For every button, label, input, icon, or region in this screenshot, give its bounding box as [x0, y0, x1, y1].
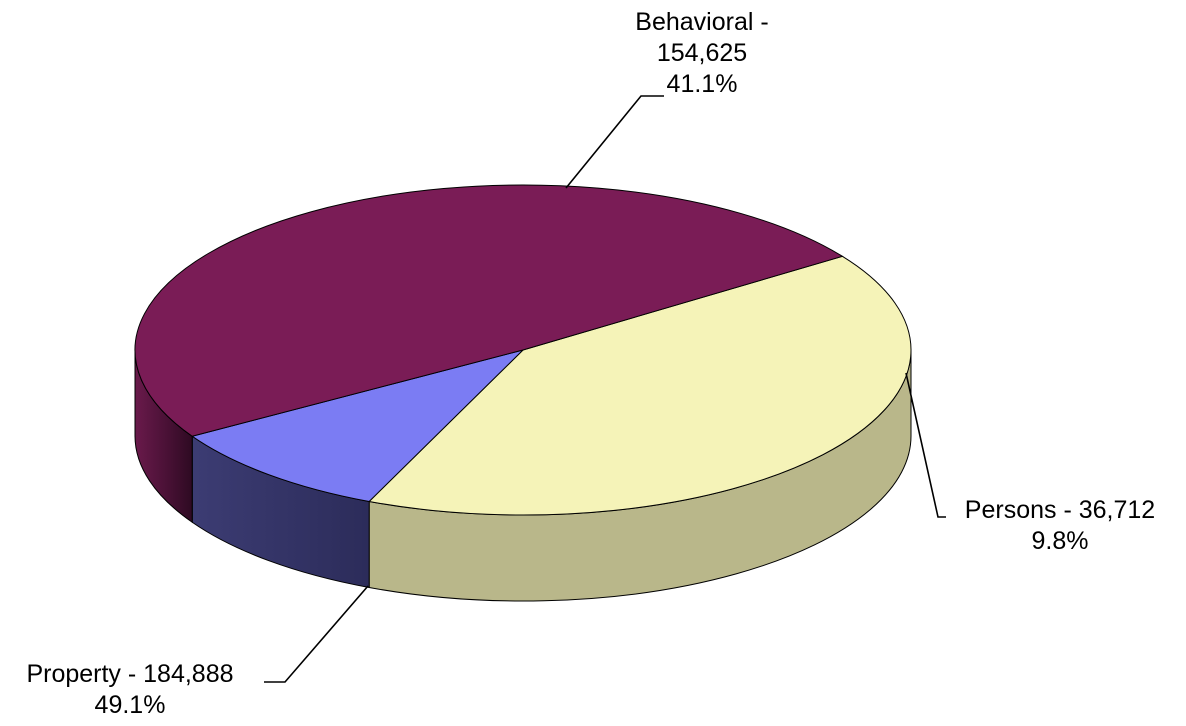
pie-sides — [134, 349, 912, 602]
pie-slice-property — [134, 184, 844, 437]
data-label-behavioral-line3: 41.1% — [667, 70, 738, 98]
pie-tops — [134, 184, 912, 516]
data-label-persons-line1: Persons - 36,712 — [965, 496, 1155, 524]
leader-line-property — [264, 585, 369, 683]
data-label-property-line2: 49.1% — [95, 691, 166, 719]
data-label-behavioral-line2: 154,625 — [657, 39, 747, 67]
data-label-property-line1: Property - 184,888 — [26, 660, 233, 688]
data-label-behavioral-line1: Behavioral - — [635, 8, 768, 36]
data-labels: Behavioral - 154,625 41.1% Persons - 36,712… — [26, 8, 1155, 719]
pie-slice-behavioral — [368, 255, 912, 516]
data-label-persons-line2: 9.8% — [1032, 527, 1089, 555]
leader-lines — [264, 95, 946, 683]
leader-line-behavioral — [565, 95, 664, 189]
leader-line-persons — [905, 372, 946, 518]
pie-slice-persons — [191, 349, 525, 503]
